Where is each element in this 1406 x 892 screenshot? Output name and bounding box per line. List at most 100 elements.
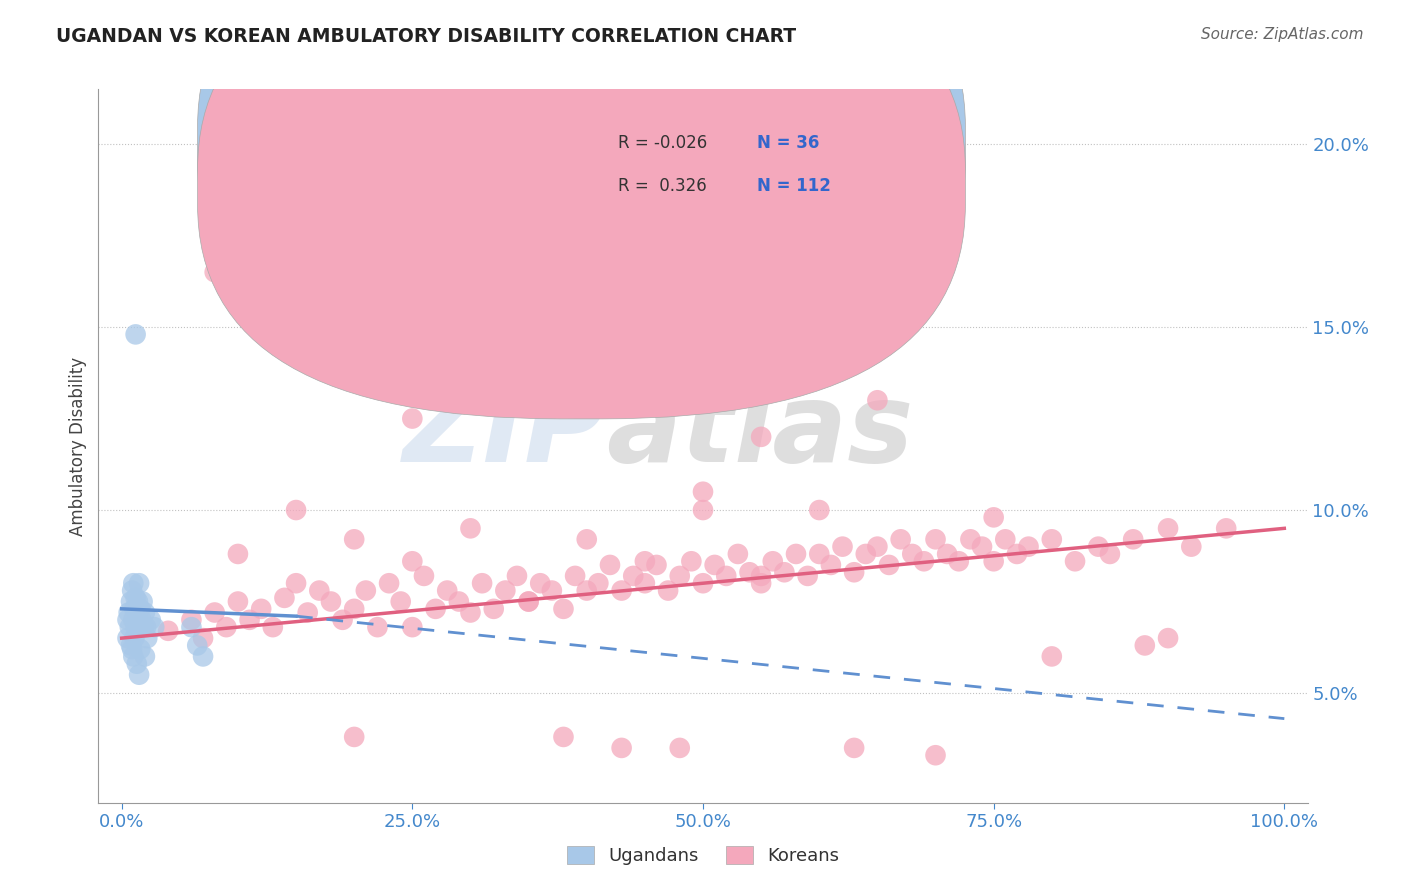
Point	[517, 594, 540, 608]
Point	[553, 602, 575, 616]
Point	[610, 740, 633, 755]
Point	[129, 642, 152, 657]
Point	[610, 583, 633, 598]
Point	[959, 533, 981, 547]
Point	[901, 547, 924, 561]
Point	[924, 748, 946, 763]
Point	[482, 602, 505, 616]
Point	[191, 631, 214, 645]
Point	[727, 547, 749, 561]
Point	[460, 521, 482, 535]
Point	[738, 566, 761, 580]
Point	[401, 554, 423, 568]
Point	[877, 558, 900, 572]
Point	[970, 540, 993, 554]
Point	[588, 576, 610, 591]
Point	[401, 411, 423, 425]
Point	[634, 554, 657, 568]
Point	[131, 594, 153, 608]
Point	[716, 569, 738, 583]
Point	[1005, 547, 1028, 561]
Point	[121, 583, 143, 598]
Point	[117, 613, 139, 627]
Point	[773, 566, 796, 580]
Point	[703, 558, 725, 572]
Point	[820, 558, 842, 572]
Point	[127, 594, 149, 608]
FancyBboxPatch shape	[198, 0, 966, 419]
Point	[413, 569, 436, 583]
Point	[855, 547, 877, 561]
Point	[831, 540, 853, 554]
Point	[924, 533, 946, 547]
Text: UGANDAN VS KOREAN AMBULATORY DISABILITY CORRELATION CHART: UGANDAN VS KOREAN AMBULATORY DISABILITY …	[56, 27, 796, 45]
Point	[785, 547, 807, 561]
Point	[121, 642, 143, 657]
Point	[749, 569, 772, 583]
Point	[122, 576, 145, 591]
Point	[204, 265, 226, 279]
Point	[517, 401, 540, 415]
Point	[191, 649, 214, 664]
Point	[460, 606, 482, 620]
Point	[749, 576, 772, 591]
Point	[120, 639, 142, 653]
Point	[621, 569, 644, 583]
Point	[125, 657, 148, 671]
Point	[506, 569, 529, 583]
Point	[936, 547, 959, 561]
Point	[128, 667, 150, 681]
Text: N = 112: N = 112	[758, 178, 831, 195]
Point	[1215, 521, 1237, 535]
Point	[1180, 540, 1202, 554]
Point	[343, 730, 366, 744]
Point	[1157, 521, 1180, 535]
Point	[471, 576, 494, 591]
Point	[749, 430, 772, 444]
Point	[983, 510, 1005, 524]
FancyBboxPatch shape	[534, 103, 872, 218]
Point	[124, 602, 146, 616]
Point	[136, 631, 159, 645]
Point	[657, 583, 679, 598]
Point	[425, 602, 447, 616]
Point	[343, 533, 366, 547]
Point	[354, 583, 377, 598]
Point	[132, 620, 155, 634]
Point	[239, 613, 262, 627]
Point	[844, 740, 866, 755]
Point	[204, 606, 226, 620]
Point	[553, 730, 575, 744]
Point	[226, 547, 249, 561]
Point	[124, 620, 146, 634]
Point	[994, 533, 1017, 547]
Point	[262, 620, 284, 634]
Point	[692, 576, 714, 591]
Legend: Ugandans, Koreans: Ugandans, Koreans	[560, 838, 846, 872]
Point	[117, 631, 139, 645]
Point	[366, 620, 388, 634]
Point	[808, 547, 831, 561]
Point	[226, 594, 249, 608]
Point	[215, 620, 238, 634]
Point	[285, 503, 308, 517]
Point	[808, 503, 831, 517]
Point	[129, 602, 152, 616]
Point	[1040, 533, 1063, 547]
Point	[540, 583, 562, 598]
Text: R = -0.026: R = -0.026	[619, 135, 707, 153]
Point	[762, 554, 785, 568]
Point	[890, 533, 912, 547]
Point	[401, 620, 423, 634]
Point	[517, 594, 540, 608]
Text: N = 36: N = 36	[758, 135, 820, 153]
Point	[124, 327, 146, 342]
Point	[668, 740, 690, 755]
Point	[186, 639, 208, 653]
Point	[297, 606, 319, 620]
Point	[118, 620, 141, 634]
FancyBboxPatch shape	[198, 0, 966, 376]
Point	[124, 591, 146, 605]
Point	[135, 620, 157, 634]
Point	[436, 583, 458, 598]
